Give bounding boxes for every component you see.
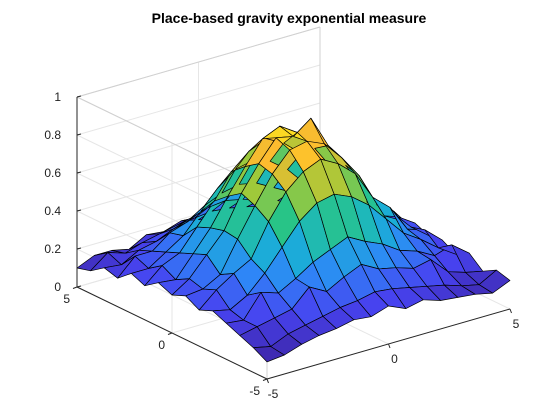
z-tick-label: 0.8 [44, 128, 61, 142]
y-tick-label: 5 [63, 292, 70, 306]
surface-patch [478, 269, 511, 294]
box-edge [76, 26, 321, 98]
z-tick-label: 1 [54, 90, 61, 104]
z-tick-mark [76, 247, 82, 250]
chart-title: Place-based gravity exponential measure [152, 10, 427, 26]
x-tick-mark [388, 343, 391, 349]
x-tick-mark [266, 378, 269, 384]
z-tick-mark [76, 171, 82, 174]
y-tick-mark [167, 332, 173, 335]
y-tick-label: 0 [158, 338, 165, 352]
surface-mesh [76, 117, 511, 363]
z-tick-label: 0.4 [44, 204, 61, 218]
x-tick-mark [509, 308, 512, 314]
z-tick-label: 0.6 [44, 166, 61, 180]
z-tick-mark [76, 95, 82, 98]
y-tick-mark [262, 378, 268, 381]
z-tick-label: 0 [54, 280, 61, 294]
z-tick-label: 0.2 [44, 242, 61, 256]
y-tick-mark [72, 286, 78, 289]
y-tick-label: -5 [249, 384, 260, 398]
x-tick-label: 0 [391, 352, 398, 366]
x-tick-label: 5 [513, 317, 520, 331]
z-tick-mark [76, 285, 82, 288]
z-tick-mark [76, 209, 82, 212]
x-tick-label: -5 [268, 387, 279, 401]
z-tick-mark [76, 133, 82, 136]
